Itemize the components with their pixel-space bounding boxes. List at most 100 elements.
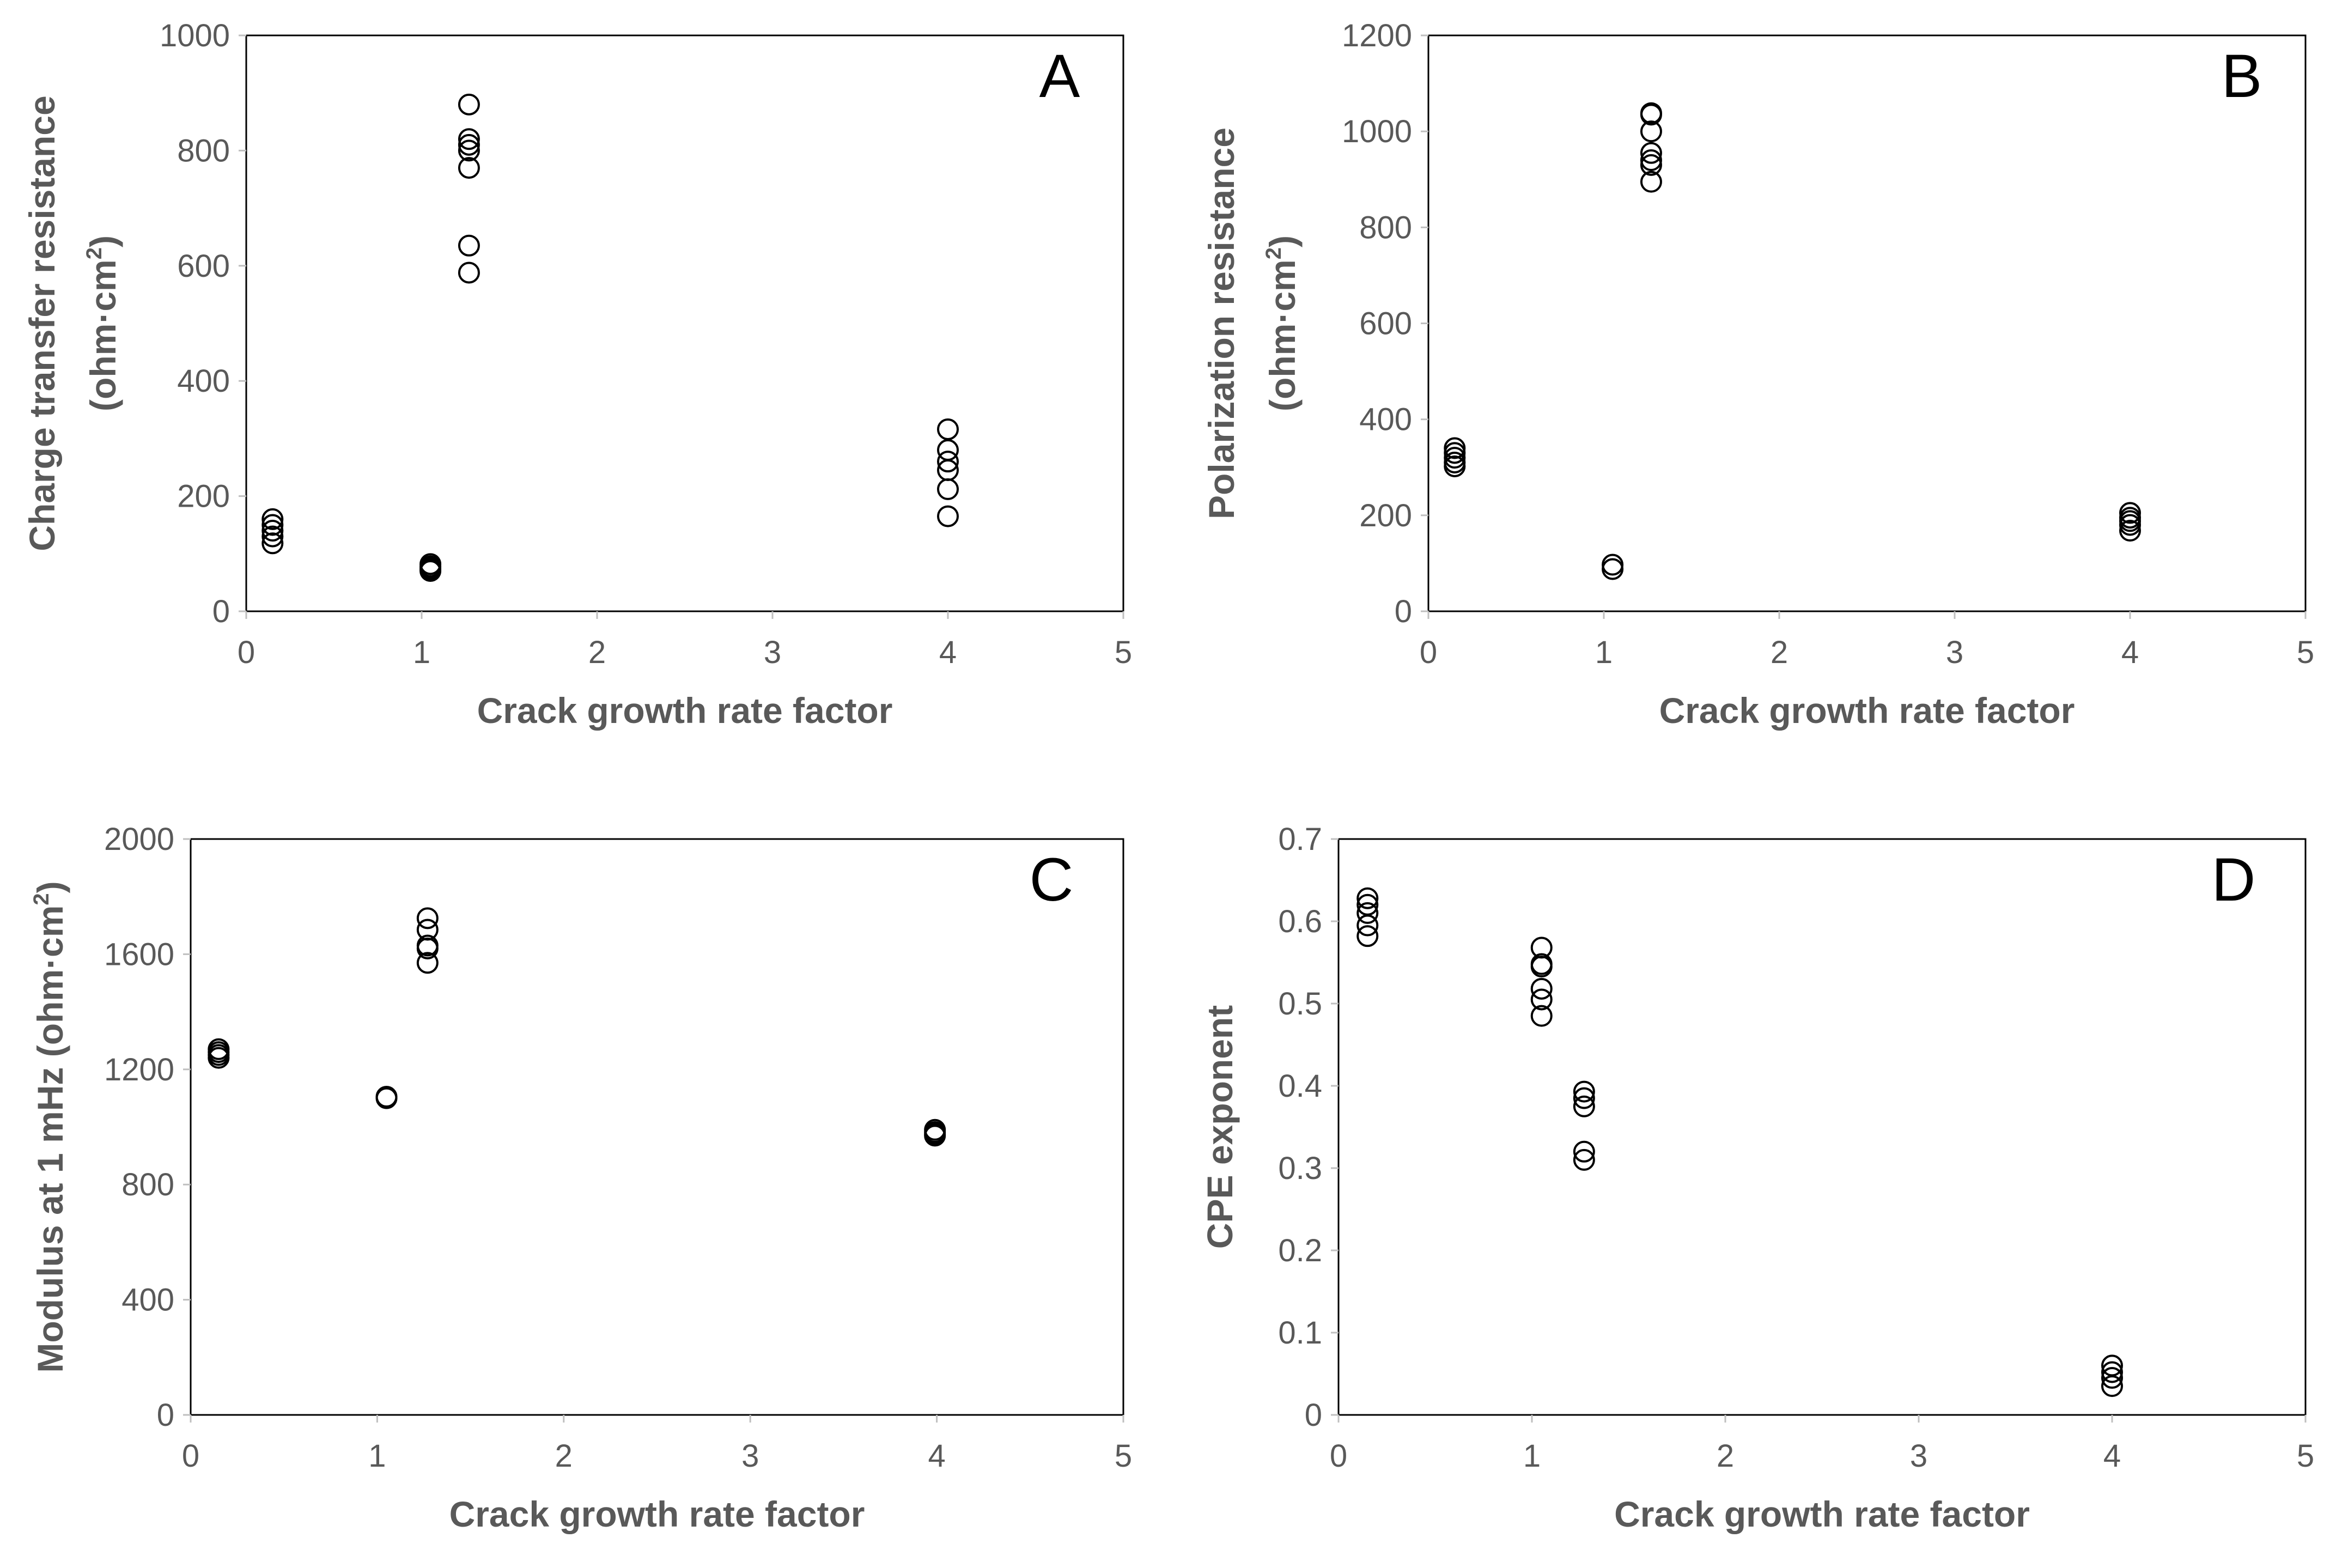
data-point xyxy=(261,525,284,548)
data-point xyxy=(458,133,480,156)
panel-letter: A xyxy=(1039,42,1080,110)
y-tick-label: 0.5 xyxy=(1278,986,1322,1022)
x-tick-label: 0 xyxy=(1420,635,1437,670)
x-tick-label: 1 xyxy=(413,635,430,670)
data-point xyxy=(261,532,284,555)
y-tick-label: 0.6 xyxy=(1278,904,1322,939)
x-tick-label: 2 xyxy=(1717,1438,1734,1474)
y-tick-label: 400 xyxy=(121,1283,174,1318)
data-point xyxy=(458,262,480,284)
data-point xyxy=(1444,455,1466,477)
y-axis-title: Modulus at 1 mHz (ohm·cm2) xyxy=(29,881,70,1372)
data-point xyxy=(458,234,480,257)
data-point xyxy=(416,937,439,959)
x-tick-label: 1 xyxy=(1595,635,1613,670)
y-axis-title: Polarization resistance xyxy=(1201,127,1242,519)
x-tick-label: 5 xyxy=(1115,1438,1132,1474)
x-tick-label: 4 xyxy=(2103,1438,2121,1474)
data-point xyxy=(1640,154,1662,176)
panel-letter: D xyxy=(2212,846,2256,914)
plot-area xyxy=(245,34,1124,612)
y-axis-title: CPE exponent xyxy=(1200,1005,1240,1249)
y-tick-label: 600 xyxy=(177,248,230,284)
data-point xyxy=(2101,1367,2123,1389)
plot-area xyxy=(1427,34,2307,612)
y-tick-label: 400 xyxy=(177,363,230,399)
y-tick-label: 2000 xyxy=(104,822,174,857)
y-tick-label: 200 xyxy=(177,479,230,514)
panel-c: 0 1 2 3 4 5 0 400 800 1200 1600 2000 Crack growth ra… xyxy=(29,822,1132,1534)
y-tick-label: 800 xyxy=(121,1167,174,1202)
data-point xyxy=(1530,988,1553,1011)
y-tick-label: 400 xyxy=(1359,402,1412,437)
panel-d: 0 1 2 3 4 5 0 0.1 0.2 0.3 0.4 0.5 0.6 0.7 Crack growth… xyxy=(1200,822,2314,1534)
data-point xyxy=(1640,104,1662,126)
x-axis-title: Crack growth rate factor xyxy=(449,1494,865,1534)
x-tick-label: 1 xyxy=(368,1438,386,1474)
x-tick-label: 2 xyxy=(1771,635,1788,670)
x-tick-label: 5 xyxy=(2297,635,2314,670)
data-point xyxy=(2119,502,2141,524)
y-tick-label: 800 xyxy=(1359,210,1412,245)
y-tick-label: 800 xyxy=(177,133,230,168)
data-point xyxy=(1640,149,1662,172)
y-tick-label: 1200 xyxy=(1342,18,1412,53)
data-point xyxy=(1573,1087,1595,1109)
data-point xyxy=(1530,977,1553,1000)
x-tick-label: 5 xyxy=(1115,635,1132,670)
data-point xyxy=(1444,437,1466,459)
y-tick-label: 0.4 xyxy=(1278,1068,1322,1104)
data-point xyxy=(458,128,480,150)
data-point xyxy=(1573,1095,1595,1117)
y-tick-label: 0.2 xyxy=(1278,1233,1322,1268)
data-point xyxy=(937,459,959,482)
y-axis-unit: (ohm·cm2) xyxy=(1262,235,1303,411)
x-tick-label: 4 xyxy=(928,1438,945,1474)
plot-area xyxy=(190,838,1124,1416)
data-point xyxy=(2119,520,2141,542)
data-point xyxy=(1602,554,1624,576)
x-tick-label: 4 xyxy=(939,635,957,670)
panel-letter: B xyxy=(2222,42,2262,110)
x-tick-label: 2 xyxy=(555,1438,573,1474)
y-tick-label: 0 xyxy=(1305,1397,1322,1433)
y-tick-label: 0 xyxy=(157,1397,174,1433)
x-tick-label: 5 xyxy=(2297,1438,2314,1474)
panel-letter: C xyxy=(1030,846,1074,914)
data-point xyxy=(1356,902,1379,924)
y-tick-label: 1000 xyxy=(1342,114,1412,149)
data-point xyxy=(1530,956,1553,978)
x-tick-label: 3 xyxy=(764,635,781,670)
data-point xyxy=(1640,120,1662,143)
data-point xyxy=(2101,1375,2123,1397)
data-point xyxy=(208,1047,230,1069)
data-point xyxy=(937,505,959,527)
data-point xyxy=(1640,171,1662,193)
data-point xyxy=(375,1087,398,1109)
data-point xyxy=(1356,925,1379,947)
data-point xyxy=(1530,1005,1553,1027)
data-point xyxy=(2101,1361,2123,1383)
y-tick-label: 1200 xyxy=(104,1052,174,1087)
data-point xyxy=(1573,1080,1595,1103)
x-tick-label: 3 xyxy=(1910,1438,1927,1474)
x-tick-label: 1 xyxy=(1523,1438,1541,1474)
x-tick-label: 2 xyxy=(588,635,606,670)
x-tick-label: 3 xyxy=(741,1438,759,1474)
x-axis-title: Crack growth rate factor xyxy=(1659,690,2075,731)
y-tick-label: 0 xyxy=(1395,594,1412,629)
y-tick-label: 1000 xyxy=(160,18,230,53)
data-point xyxy=(924,1125,946,1147)
data-point xyxy=(1573,1148,1595,1171)
y-tick-label: 200 xyxy=(1359,498,1412,533)
data-point xyxy=(1573,1140,1595,1163)
data-point xyxy=(416,952,439,974)
data-point xyxy=(1356,887,1379,909)
y-tick-label: 0 xyxy=(212,594,230,629)
data-point xyxy=(937,451,959,473)
y-tick-label: 0.1 xyxy=(1278,1315,1322,1351)
data-point xyxy=(1356,914,1379,937)
data-point xyxy=(937,439,959,461)
data-point xyxy=(937,478,959,500)
